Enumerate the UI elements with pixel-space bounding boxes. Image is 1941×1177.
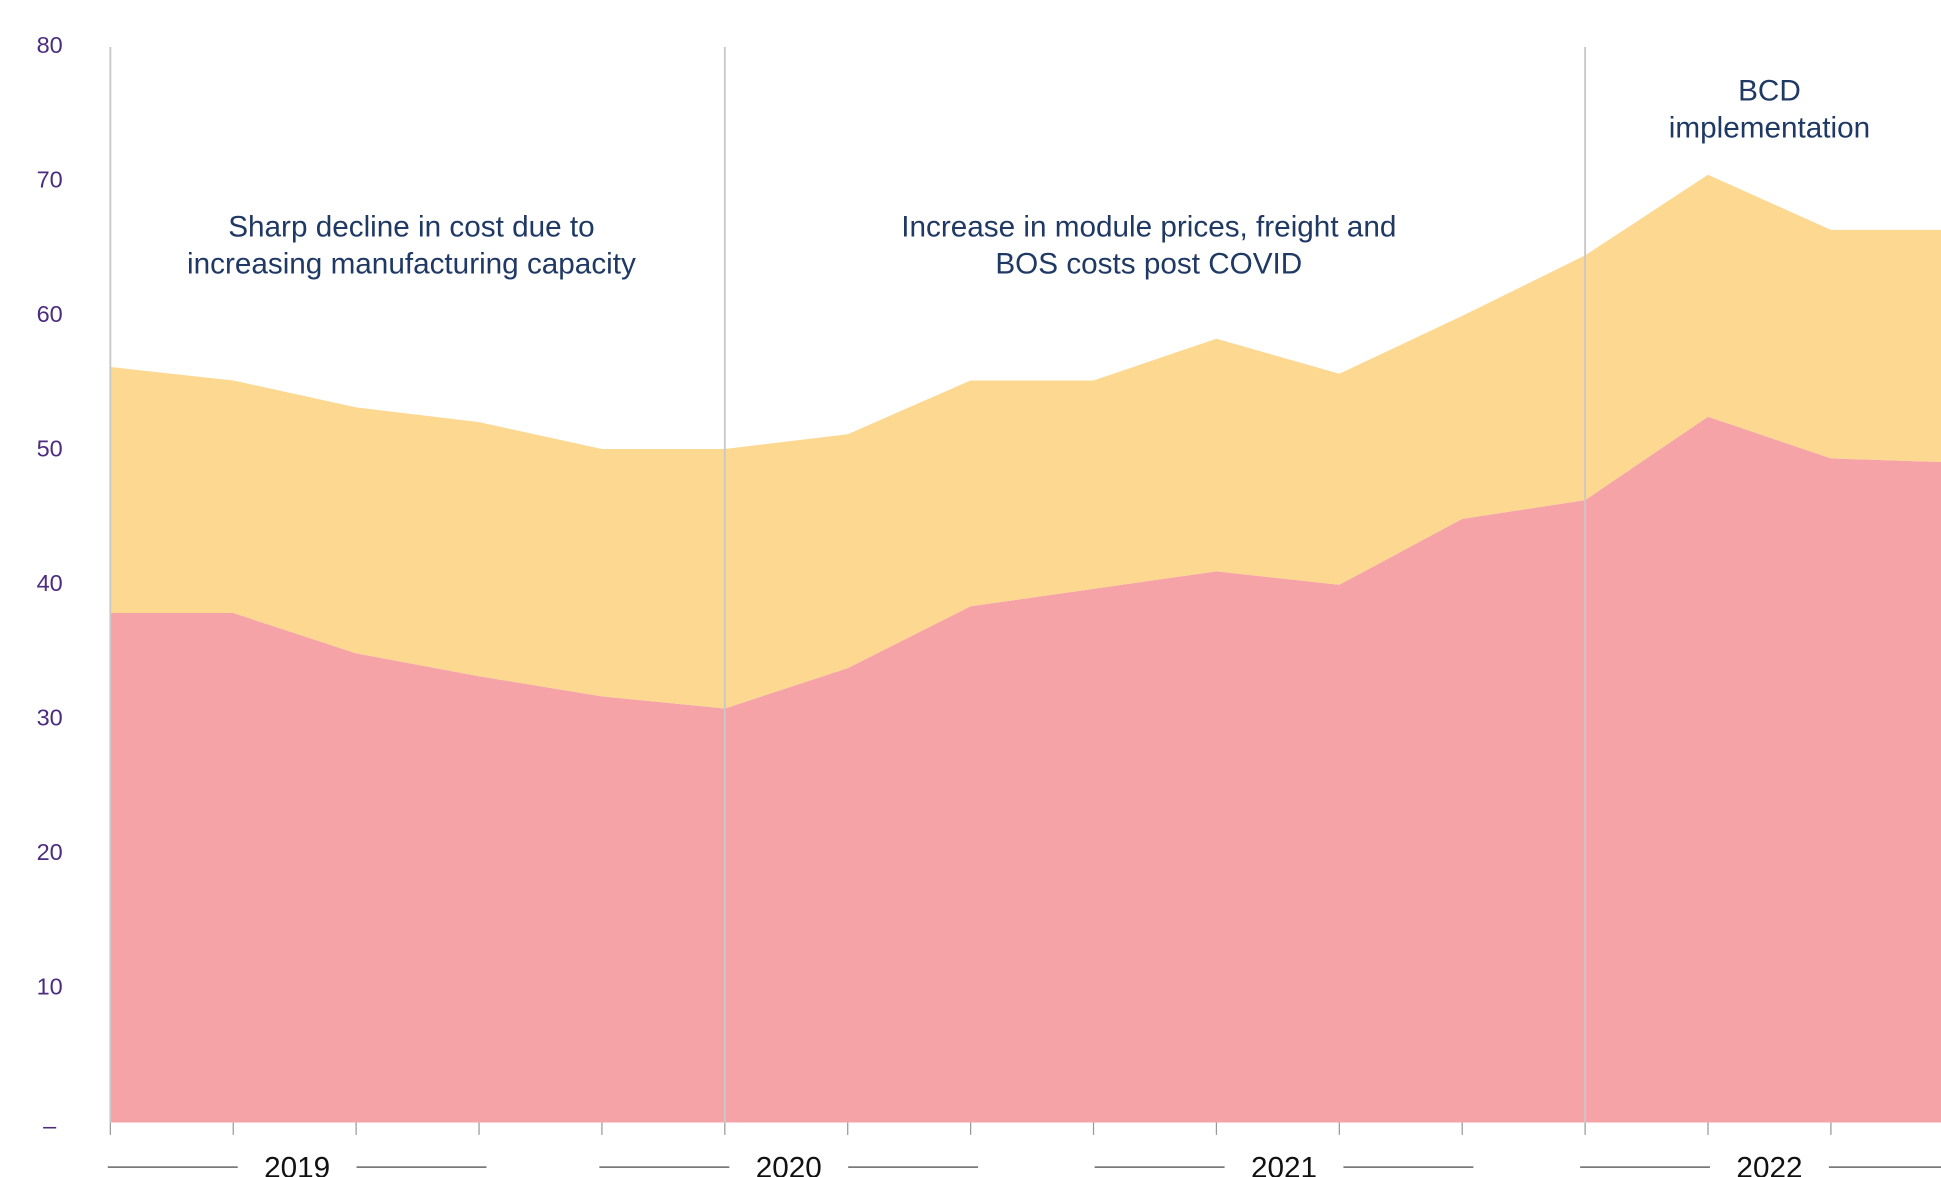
annotation: BOS costs post COVID bbox=[995, 247, 1302, 280]
year-label: 2021 bbox=[1251, 1151, 1317, 1177]
annotation: BCD bbox=[1738, 75, 1801, 108]
year-label: 2022 bbox=[1736, 1151, 1802, 1177]
y-tick-label: 60 bbox=[37, 301, 63, 327]
area bbox=[110, 174, 1941, 709]
area bbox=[110, 416, 1941, 1123]
y-tick-label: 10 bbox=[37, 973, 63, 999]
y-tick-label: 20 bbox=[37, 839, 63, 865]
y-tick-label: 80 bbox=[37, 32, 63, 58]
year-label: 2019 bbox=[264, 1151, 330, 1177]
annotation: implementation bbox=[1669, 112, 1870, 145]
y-tick-label: 30 bbox=[37, 704, 63, 730]
year-label: 2020 bbox=[756, 1151, 822, 1177]
y-tick-label: 40 bbox=[37, 570, 63, 596]
y-tick-label: – bbox=[43, 1113, 57, 1139]
y-tick-label: 70 bbox=[37, 167, 63, 193]
y-tick-label: 50 bbox=[37, 436, 63, 462]
annotation: Sharp decline in cost due to bbox=[228, 210, 594, 243]
annotation: Increase in module prices, freight and bbox=[901, 210, 1396, 243]
annotation: increasing manufacturing capacity bbox=[187, 247, 636, 280]
